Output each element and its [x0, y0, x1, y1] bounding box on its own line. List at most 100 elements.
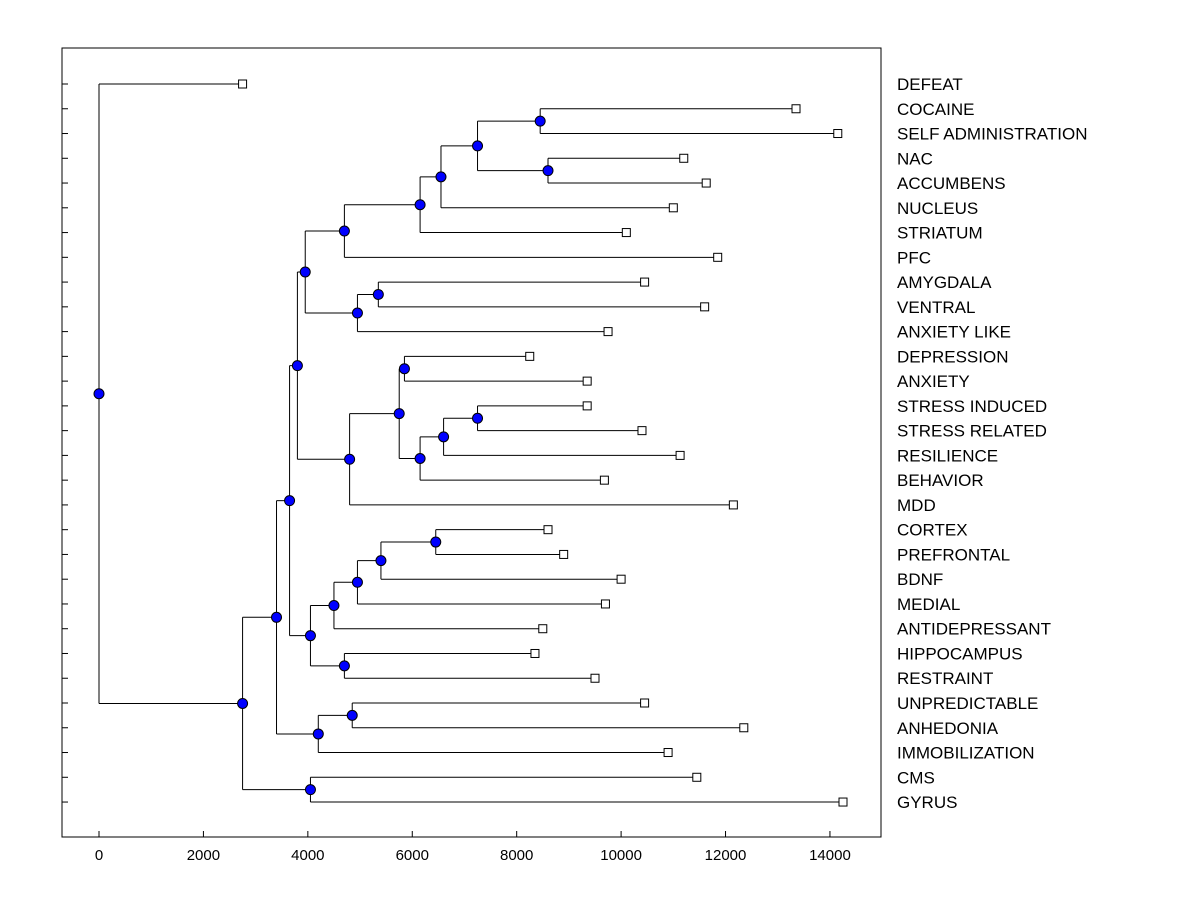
leaf-label-cms: CMS	[897, 768, 935, 787]
x-tick-label-12000: 12000	[705, 847, 747, 864]
leaf-marker-bdnf	[616, 574, 626, 584]
leaf-label-pfc: PFC	[897, 248, 931, 267]
leaf-marker-cocaine	[791, 104, 801, 114]
leaf-label-nac: NAC	[897, 149, 933, 168]
merge-node-n10	[398, 363, 410, 375]
leaf-label-cocaine: COCAINE	[897, 100, 974, 119]
leaf-label-anxiety: ANXIETY	[897, 372, 970, 391]
leaf-marker-unpredictable	[640, 698, 650, 708]
leaf-label-bdnf: BDNF	[897, 570, 943, 589]
x-tick-label-0: 0	[95, 847, 103, 864]
merge-node-n19	[351, 576, 363, 588]
merge-node-n11	[472, 412, 484, 424]
merge-node-n18	[375, 555, 387, 567]
leaf-marker-medial	[600, 599, 610, 609]
leaf-label-gyrus: GYRUS	[897, 793, 957, 812]
leaf-label-resilience: RESILIENCE	[897, 446, 998, 465]
leaf-label-depression: DEPRESSION	[897, 347, 1008, 366]
x-tick-label-8000: 8000	[500, 847, 533, 864]
merge-node-n20	[328, 600, 340, 612]
x-tick-label-6000: 6000	[396, 847, 429, 864]
leaf-marker-cortex	[543, 525, 553, 535]
leaf-marker-depression	[525, 351, 535, 361]
leaf-marker-resilience	[675, 450, 685, 460]
leaf-marker-accumbens	[701, 178, 711, 188]
merge-node-n29	[93, 388, 105, 400]
leaf-label-immobilization: IMMOBILIZATION	[897, 744, 1035, 763]
leaf-label-unpredictable: UNPREDICTABLE	[897, 694, 1038, 713]
leaf-label-amygdala: AMYGDALA	[897, 273, 992, 292]
leaf-marker-nac	[679, 153, 689, 163]
merge-node-n8	[351, 307, 363, 319]
leaf-marker-self-administration	[833, 129, 843, 139]
leaf-marker-behavior	[599, 475, 609, 485]
merge-node-n26	[271, 611, 283, 623]
merge-node-n21	[338, 660, 350, 672]
leaf-marker-anhedonia	[739, 723, 749, 733]
merge-node-n12	[438, 431, 450, 443]
leaf-marker-defeat	[238, 79, 248, 89]
leaf-label-antidepressant: ANTIDEPRESSANT	[897, 620, 1051, 639]
merge-node-n9	[299, 266, 311, 278]
leaf-label-stress-induced: STRESS INDUCED	[897, 397, 1047, 416]
leaf-marker-anxiety-like	[603, 327, 613, 337]
leaf-label-mdd: MDD	[897, 496, 936, 515]
x-tick-label-14000: 14000	[809, 847, 851, 864]
merge-node-n4	[435, 171, 447, 183]
x-axis-tick-labels: 0 2000 4000 6000 8000 10000 12000 14000	[95, 847, 851, 864]
merge-node-n1	[534, 115, 546, 127]
leaf-marker-stress-related	[637, 426, 647, 436]
leaf-marker-hippocampus	[530, 648, 540, 658]
merge-node-n22	[304, 630, 316, 642]
x-tick-label-2000: 2000	[187, 847, 220, 864]
leaf-marker-gyrus	[838, 797, 848, 807]
merge-node-n15	[344, 453, 356, 465]
leaf-marker-antidepressant	[538, 624, 548, 634]
leaf-marker-cms	[692, 772, 702, 782]
leaf-label-stress-related: STRESS RELATED	[897, 422, 1047, 441]
merge-node-n24	[346, 709, 358, 721]
merge-node-n3	[472, 140, 484, 152]
leaf-label-hippocampus: HIPPOCAMPUS	[897, 644, 1023, 663]
merge-node-n6	[338, 225, 350, 237]
leaf-marker-striatum	[621, 228, 631, 238]
merge-node-n5	[414, 199, 426, 211]
leaf-marker-nucleus	[668, 203, 678, 213]
leaf-label-medial: MEDIAL	[897, 595, 960, 614]
axis-ticks	[62, 83, 831, 837]
merge-node-n2	[542, 165, 554, 177]
merge-node-n28	[237, 697, 249, 709]
leaf-label-self-administration: SELF ADMINISTRATION	[897, 125, 1088, 144]
leaf-marker-mdd	[728, 500, 738, 510]
merge-node-n7	[372, 288, 384, 300]
merge-node-n16	[291, 360, 303, 372]
leaf-marker-pfc	[713, 252, 723, 262]
merge-node-n27	[304, 784, 316, 796]
leaf-marker-prefrontal	[559, 549, 569, 559]
merge-node-n25	[312, 728, 324, 740]
leaf-label-restraint: RESTRAINT	[897, 669, 993, 688]
leaf-marker-stress-induced	[582, 401, 592, 411]
leaf-label-behavior: BEHAVIOR	[897, 471, 984, 490]
leaf-marker-anxiety	[582, 376, 592, 386]
leaf-marker-amygdala	[640, 277, 650, 287]
leaf-marker-restraint	[590, 673, 600, 683]
leaf-label-anxiety-like: ANXIETY LIKE	[897, 323, 1011, 342]
dendrogram-marks	[93, 79, 848, 807]
leaf-label-striatum: STRIATUM	[897, 224, 983, 243]
leaf-labels: DEFEAT COCAINE SELF ADMINISTRATION NAC ACCUM…	[897, 75, 1088, 812]
merge-node-n13	[414, 452, 426, 464]
leaf-label-prefrontal: PREFRONTAL	[897, 545, 1010, 564]
leaf-label-nucleus: NUCLEUS	[897, 199, 978, 218]
leaf-marker-immobilization	[663, 748, 673, 758]
leaf-label-accumbens: ACCUMBENS	[897, 174, 1006, 193]
leaf-marker-ventral	[700, 302, 710, 312]
dendrogram-links	[98, 83, 843, 803]
merge-node-n14	[393, 408, 405, 420]
x-tick-label-4000: 4000	[291, 847, 324, 864]
merge-node-n17	[430, 536, 442, 548]
leaf-label-defeat: DEFEAT	[897, 75, 963, 94]
x-tick-label-10000: 10000	[600, 847, 642, 864]
merge-node-n23	[284, 495, 296, 507]
